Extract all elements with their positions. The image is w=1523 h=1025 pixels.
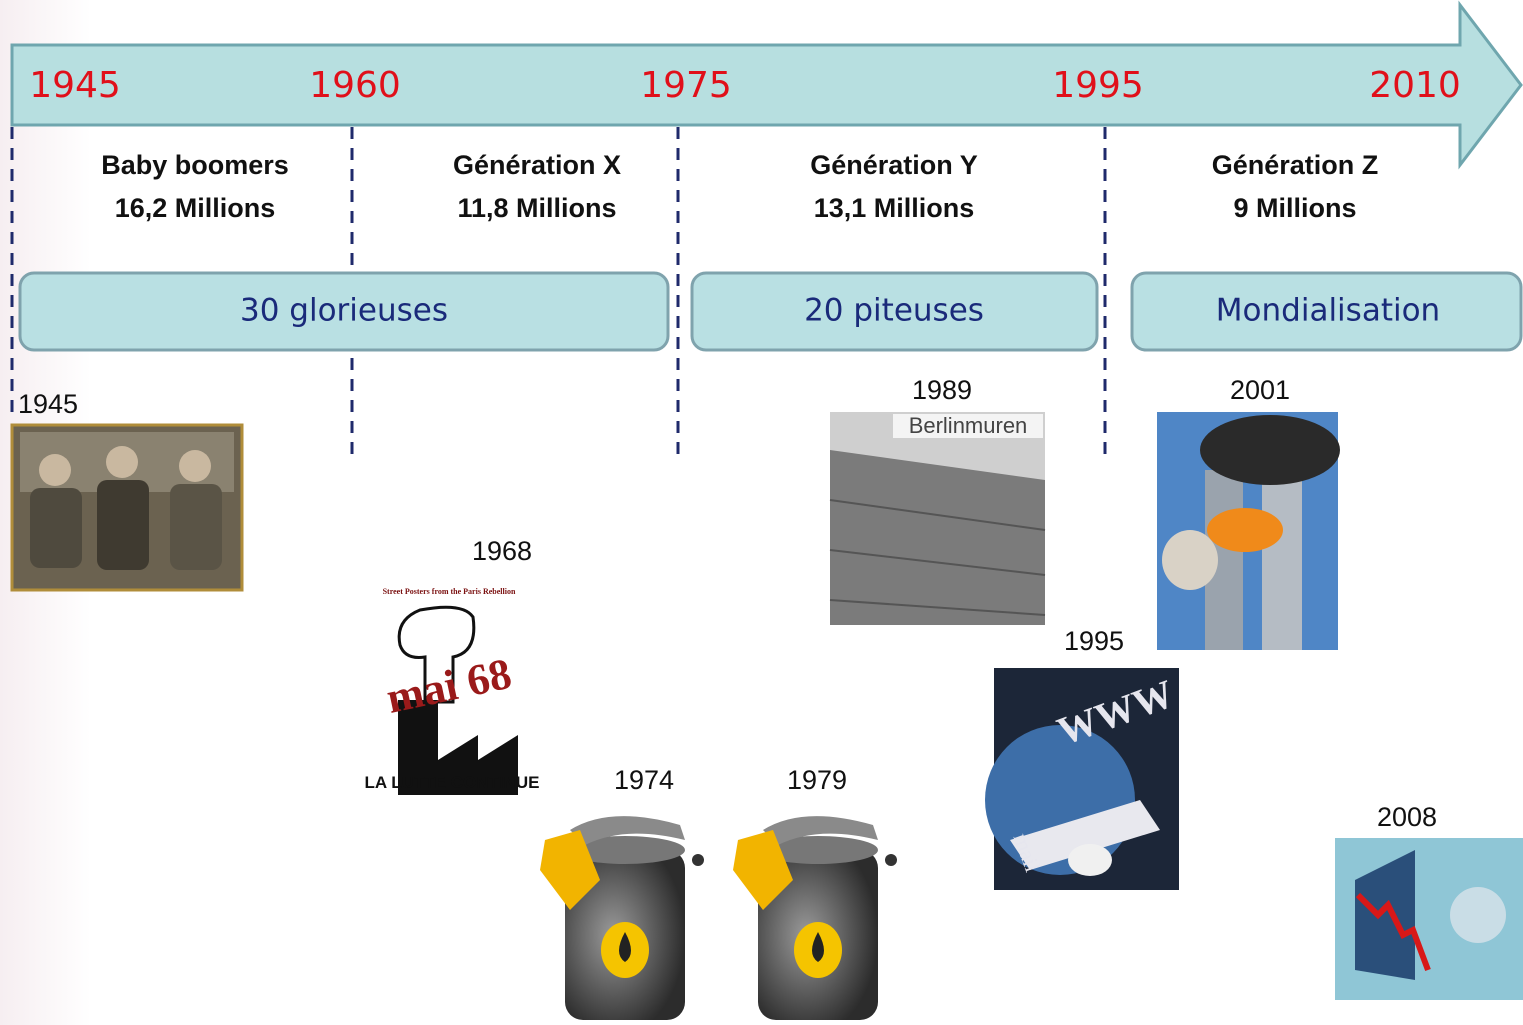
year-label: 1995 <box>1052 65 1144 106</box>
period-label: 30 glorieuses <box>240 293 448 329</box>
image-text: Berlinmuren <box>909 413 1028 438</box>
event-year: 1968 <box>472 536 532 566</box>
event-year: 1974 <box>614 765 674 795</box>
image-text: Street Posters from the Paris Rebellion <box>383 587 516 596</box>
event-year: 1945 <box>18 389 78 419</box>
event-image <box>1157 412 1340 650</box>
event-year: 1989 <box>912 375 972 405</box>
page: {"timeline": {"years": ["1945", "1960", … <box>0 0 1523 1025</box>
year-label: 1960 <box>309 65 401 106</box>
generation-name: Génération Y <box>810 150 978 180</box>
generation-count: 11,8 Millions <box>457 193 616 223</box>
event-year: 2001 <box>1230 375 1290 405</box>
generation-count: 16,2 Millions <box>115 193 276 223</box>
event-year: 1995 <box>1064 626 1124 656</box>
year-label: 2010 <box>1369 65 1461 106</box>
event-year: 2008 <box>1377 802 1437 832</box>
generation-name: Baby boomers <box>101 150 289 180</box>
period-label: 20 piteuses <box>804 293 984 329</box>
timeline-diagram: 1945 1960 1975 1995 2010 Baby boomers 16… <box>0 0 1523 1025</box>
event-image: Berlinmuren <box>830 412 1045 625</box>
image-text: LA LUTTE CONTINUE <box>364 773 539 792</box>
event-image <box>12 425 242 590</box>
event-image <box>1335 838 1523 1000</box>
year-label: 1945 <box>29 65 121 106</box>
year-label: 1975 <box>640 65 732 106</box>
event-image: WWW mail <box>985 668 1179 890</box>
generation-name: Génération Z <box>1212 150 1379 180</box>
generation-count: 13,1 Millions <box>814 193 975 223</box>
event-year: 1979 <box>787 765 847 795</box>
generation-count: 9 Millions <box>1233 193 1356 223</box>
generation-name: Génération X <box>453 150 621 180</box>
period-label: Mondialisation <box>1216 293 1440 329</box>
